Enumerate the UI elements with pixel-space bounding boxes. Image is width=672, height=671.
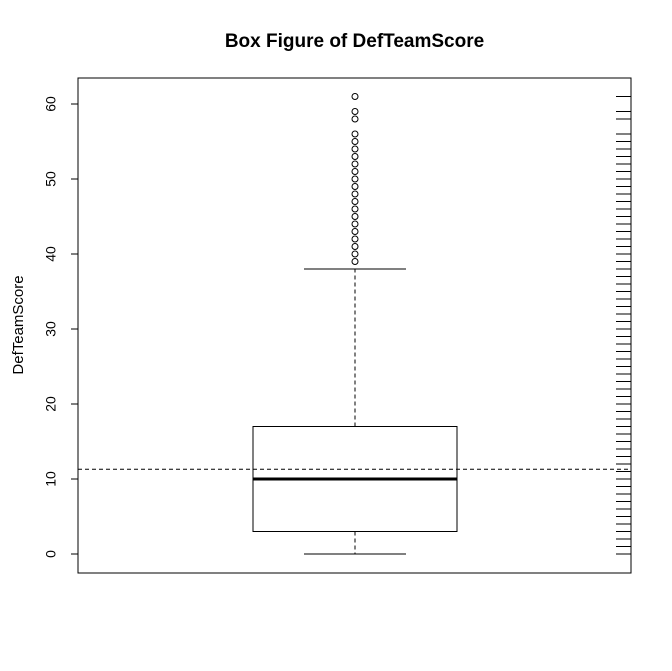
outlier-point <box>351 153 359 160</box>
outlier-point <box>351 220 359 228</box>
chart-title: Box Figure of DefTeamScore <box>225 31 484 52</box>
outlier-point <box>351 228 359 235</box>
rug-layer <box>616 96 631 555</box>
outlier-point <box>351 138 359 145</box>
y-tick-label: 60 <box>43 96 59 112</box>
y-axis: 0 10 20 30 40 50 60 <box>43 96 79 558</box>
outlier-point <box>351 250 359 258</box>
box-layer <box>78 93 631 555</box>
y-tick-label: 20 <box>43 396 59 412</box>
outlier-point <box>351 145 359 153</box>
outlier-point <box>351 243 359 250</box>
outlier-point <box>351 168 359 175</box>
y-tick-label: 10 <box>43 471 59 487</box>
y-tick-label: 50 <box>43 171 59 187</box>
outlier-point <box>351 108 359 115</box>
outlier-point <box>351 190 359 198</box>
outlier-point <box>351 198 359 205</box>
outlier-point <box>351 205 359 213</box>
y-tick-label: 30 <box>43 321 59 337</box>
outlier-point <box>351 130 359 138</box>
outlier-point <box>351 115 359 123</box>
outlier-point <box>351 175 359 183</box>
outlier-point <box>351 160 359 168</box>
outlier-point <box>351 213 359 220</box>
outlier-point <box>351 235 359 243</box>
outlier-point <box>351 93 359 100</box>
outlier-point <box>351 183 359 190</box>
outlier-point <box>351 258 359 265</box>
y-axis-label: DefTeamScore <box>10 275 27 374</box>
y-tick-label: 40 <box>43 246 59 262</box>
y-tick-label: 0 <box>43 550 59 558</box>
